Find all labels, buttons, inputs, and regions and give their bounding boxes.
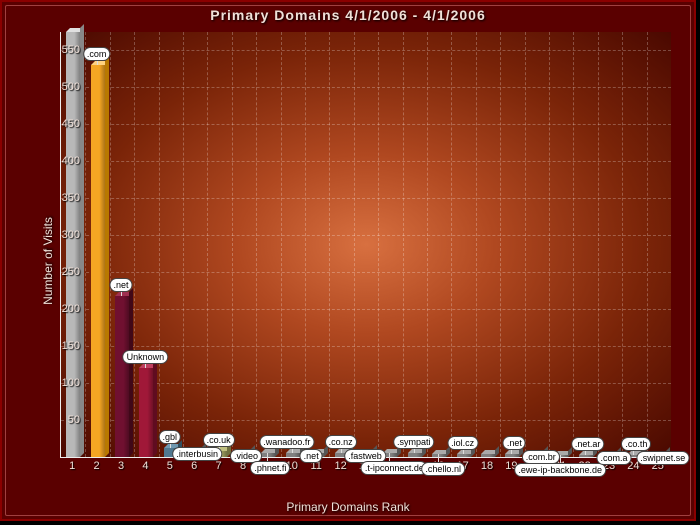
bar-label: .wanadoo.fr	[259, 435, 314, 449]
xtick-label: 5	[167, 460, 173, 472]
label-leader	[389, 453, 390, 461]
gridline-v	[451, 32, 452, 457]
ytick-label: 200	[50, 303, 80, 315]
ytick-label: 150	[50, 340, 80, 352]
bar	[481, 454, 495, 457]
gridline-v	[647, 32, 648, 457]
gridline-v	[573, 32, 574, 457]
bar	[408, 453, 422, 457]
gridline-v	[476, 32, 477, 457]
bar-label: .net	[109, 278, 132, 292]
bar-label: .co.uk	[203, 433, 235, 447]
gridline-h	[61, 87, 671, 88]
bar-label: .ewe-ip-backbone.de	[514, 463, 606, 477]
gridline-h	[61, 198, 671, 199]
bar	[579, 455, 593, 457]
gridline-v	[354, 32, 355, 457]
plot-area	[60, 32, 671, 458]
bar	[91, 65, 105, 457]
bar-label: .phnet.fi	[250, 461, 290, 475]
ytick-label: 450	[50, 118, 80, 130]
xtick-label: 6	[191, 460, 197, 472]
gridline-v	[622, 32, 623, 457]
ytick-label: 400	[50, 155, 80, 167]
bar-label: .sympati	[393, 435, 435, 449]
gridline-h	[61, 346, 671, 347]
gridline-v	[549, 32, 550, 457]
bar	[505, 454, 519, 457]
bar-label: .co.th	[621, 437, 651, 451]
bar	[115, 296, 129, 457]
bar	[66, 32, 80, 457]
gridline-v	[256, 32, 257, 457]
bar-label: .net.ar	[571, 437, 605, 451]
label-leader	[560, 455, 561, 463]
gridline-v	[232, 32, 233, 457]
ytick-label: 350	[50, 192, 80, 204]
ytick-label: 50	[50, 414, 80, 426]
bar-label: .iol.cz	[447, 436, 478, 450]
x-axis-label: Primary Domains Rank	[2, 500, 694, 514]
gridline-v	[281, 32, 282, 457]
gridline-v	[110, 32, 111, 457]
gridline-v	[525, 32, 526, 457]
gridline-v	[403, 32, 404, 457]
bar-label: .gbl	[159, 430, 182, 444]
bar-label: .interbusin	[172, 447, 222, 461]
gridline-h	[61, 309, 671, 310]
bar-label: .swipnet.se	[636, 451, 689, 465]
xtick-label: 1	[69, 460, 75, 472]
bar	[457, 454, 471, 457]
bar	[261, 453, 275, 457]
gridline-v	[85, 32, 86, 457]
gridline-v	[183, 32, 184, 457]
gridline-v	[207, 32, 208, 457]
bar	[432, 454, 446, 457]
bar-label: .co.nz	[325, 435, 357, 449]
ytick-label: 550	[50, 44, 80, 56]
bar-label: .t-ipconnect.de	[361, 461, 428, 475]
gridline-v	[329, 32, 330, 457]
gridline-h	[61, 235, 671, 236]
xtick-label: 12	[334, 460, 346, 472]
bar-label: Unknown	[123, 350, 169, 364]
xtick-label: 7	[216, 460, 222, 472]
gridline-h	[61, 50, 671, 51]
xtick-label: 3	[118, 460, 124, 472]
ytick-label: 250	[50, 266, 80, 278]
bar-label: .com	[83, 47, 111, 61]
gridline-h	[61, 124, 671, 125]
bar-label: .net	[300, 449, 323, 463]
gridline-v	[427, 32, 428, 457]
gridline-v	[598, 32, 599, 457]
gridline-v	[305, 32, 306, 457]
bar-label: .net	[503, 436, 526, 450]
label-leader	[267, 453, 268, 461]
label-leader	[438, 454, 439, 462]
ytick-label: 300	[50, 229, 80, 241]
gridline-h	[61, 161, 671, 162]
ytick-label: 500	[50, 81, 80, 93]
gridline-h	[61, 272, 671, 273]
gridline-v	[159, 32, 160, 457]
ytick-label: 100	[50, 377, 80, 389]
xtick-label: 4	[142, 460, 148, 472]
bar-label: .com.a	[596, 451, 631, 465]
chart-title: Primary Domains 4/1/2006 - 4/1/2006	[2, 7, 694, 23]
gridline-v	[500, 32, 501, 457]
bar	[286, 453, 300, 457]
bar-label: .chello.nl	[421, 462, 465, 476]
bar	[139, 368, 153, 457]
xtick-label: 2	[94, 460, 100, 472]
gridline-v	[134, 32, 135, 457]
gridline-v	[378, 32, 379, 457]
xtick-label: 18	[481, 460, 493, 472]
chart-frame: Primary Domains 4/1/2006 - 4/1/2006 Numb…	[0, 0, 696, 521]
